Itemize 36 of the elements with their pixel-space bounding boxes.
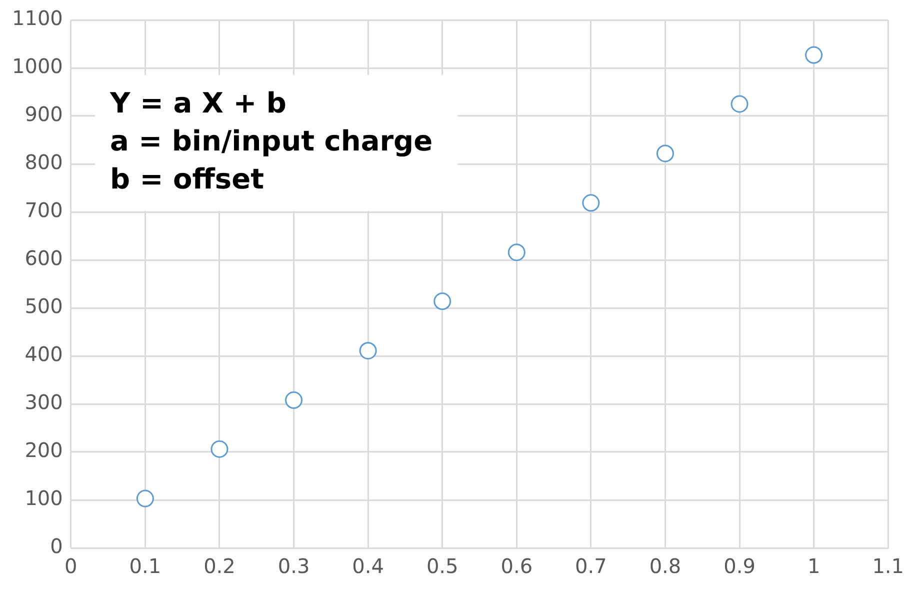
x-tick-label: 0.6 [500, 554, 533, 578]
point [656, 144, 674, 162]
x-tick-label: 0.5 [426, 554, 458, 578]
annotation: Y = a X + b [109, 86, 286, 120]
x-tick-label: 1.1 [872, 554, 904, 578]
y-tick-label: 600 [24, 246, 63, 270]
x-tick-label: 0.3 [278, 554, 310, 578]
y-tick-label: 800 [24, 150, 63, 174]
point [805, 46, 823, 64]
x-tick-label: 0.2 [204, 554, 236, 578]
y-tick-label: 0 [50, 534, 63, 558]
point [136, 490, 154, 508]
y-tick-label: 200 [24, 438, 63, 462]
y-tick-label: 500 [24, 294, 63, 318]
y-tick-label: 700 [24, 198, 63, 222]
point [730, 95, 748, 113]
x-tick-label: 0.9 [724, 554, 756, 578]
point [285, 391, 303, 409]
point [508, 244, 526, 262]
point [434, 292, 452, 310]
x-tick-label: 1 [807, 554, 820, 578]
y-tick-label: 900 [24, 102, 63, 126]
x-tick-label: 0.7 [575, 554, 607, 578]
point [359, 342, 377, 360]
y-tick-label: 1100 [12, 6, 63, 30]
point [210, 440, 228, 458]
annotation: b = offset [110, 162, 264, 196]
x-tick-label: 0.1 [129, 554, 162, 578]
y-tick-label: 100 [24, 486, 63, 510]
annotation: a = bin/input charge [110, 124, 433, 158]
y-tick-label: 300 [24, 390, 63, 414]
y-tick-label: 1000 [12, 54, 63, 78]
x-tick-label: 0.8 [649, 554, 682, 578]
y-tick-label: 400 [24, 342, 63, 366]
point [582, 194, 600, 212]
x-tick-label: 0.4 [352, 554, 384, 578]
